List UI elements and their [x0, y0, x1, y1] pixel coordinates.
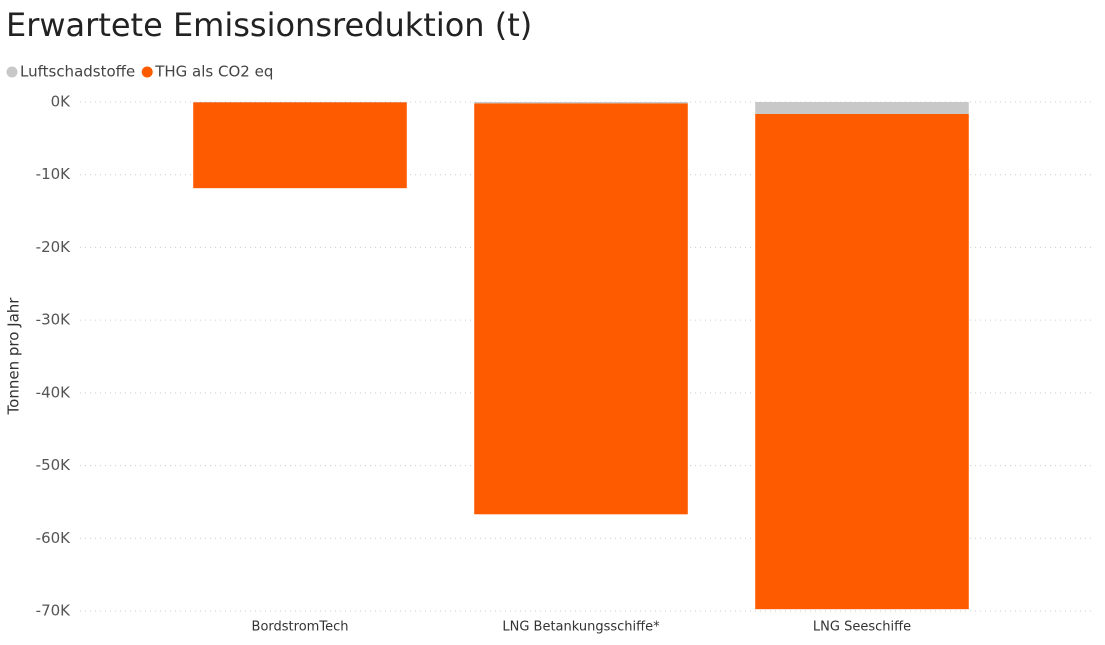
y-tick-label: 0K [51, 93, 72, 111]
y-tick-label: -30K [36, 311, 71, 329]
y-tick-label: -20K [36, 238, 71, 256]
legend-marker [6, 66, 18, 78]
bar [755, 113, 969, 610]
chart-title: Erwartete Emissionsreduktion (t) [6, 6, 532, 44]
y-tick-label: -70K [36, 602, 71, 620]
x-tick-label: LNG Betankungsschiffe* [502, 620, 660, 635]
x-tick-label: BordstromTech [252, 620, 349, 635]
bar [755, 102, 969, 114]
y-tick-label: -50K [36, 456, 71, 474]
legend-marker [141, 66, 153, 78]
legend-label: Luftschadstoffe [20, 63, 135, 81]
x-tick-label: LNG Seeschiffe [813, 620, 911, 635]
y-tick-label: -60K [36, 529, 71, 547]
y-tick-label: -40K [36, 383, 71, 401]
y-axis-label: Tonnen pro Jahr [5, 297, 23, 416]
bar [474, 102, 688, 104]
bar [193, 102, 407, 189]
bar [474, 103, 688, 515]
legend-label: THG als CO2 eq [154, 63, 273, 81]
y-tick-label: -10K [36, 165, 71, 183]
